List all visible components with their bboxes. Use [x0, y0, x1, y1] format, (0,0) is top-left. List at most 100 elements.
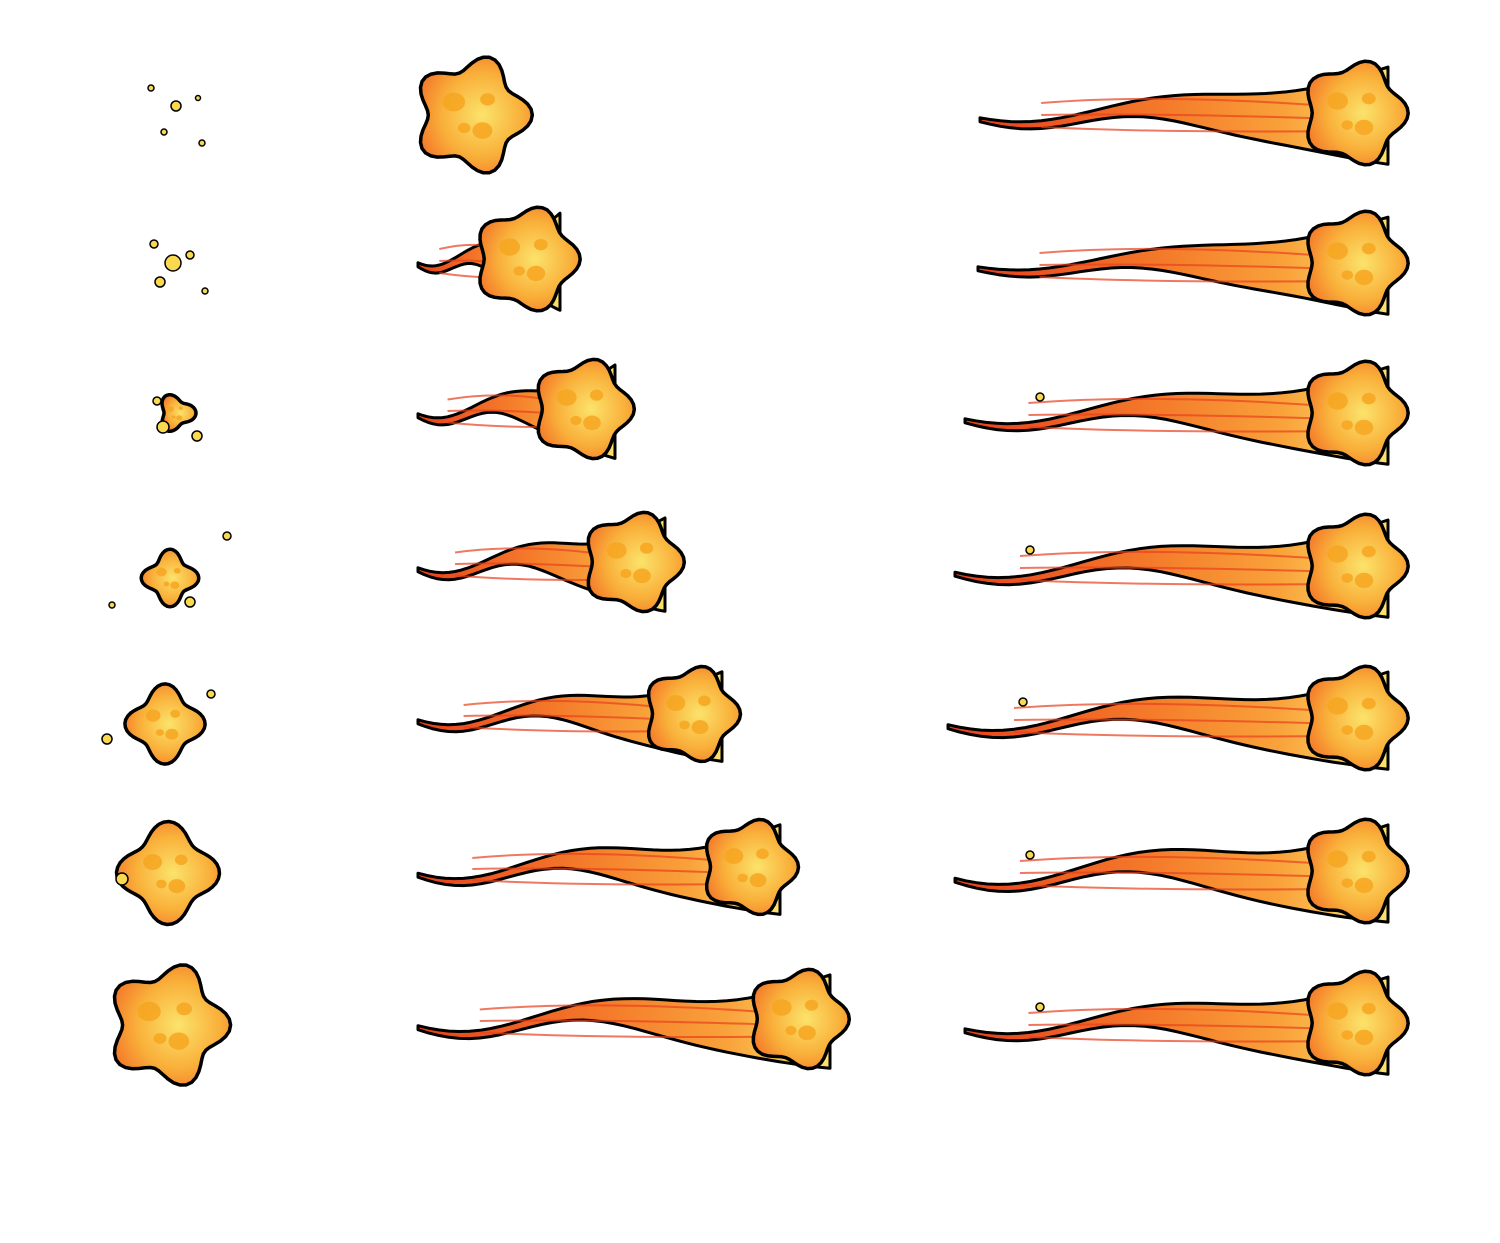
blob-spot — [457, 122, 471, 134]
flame-wisp — [472, 852, 737, 863]
frame-19 — [946, 664, 1410, 772]
frame-9 — [416, 205, 582, 313]
fire-blob — [114, 819, 222, 927]
frame-15 — [978, 59, 1410, 167]
blob-spot — [1361, 1002, 1376, 1015]
fire-blob — [112, 963, 233, 1087]
blob-spot — [513, 266, 525, 276]
blob-spot — [556, 389, 577, 406]
blob-spot — [1354, 724, 1374, 741]
blob-spot — [145, 709, 161, 722]
fire-blob — [123, 682, 207, 766]
spark — [184, 596, 196, 608]
blob-spot — [1341, 725, 1353, 735]
fire-blob — [1306, 209, 1410, 317]
flame-wisp — [479, 1019, 785, 1026]
fire-blob — [751, 967, 852, 1071]
blob-spot — [480, 93, 496, 106]
spark — [1025, 545, 1035, 555]
frame-7 — [112, 963, 233, 1087]
frame-12 — [416, 664, 743, 764]
blob-spot — [749, 873, 767, 888]
blob-spot — [155, 729, 164, 736]
spark — [147, 84, 155, 92]
fire-blob — [536, 357, 637, 461]
blob-spot — [1341, 120, 1353, 130]
flame-wisp — [1028, 1007, 1341, 1018]
fire-blob — [478, 205, 582, 313]
spark — [206, 689, 216, 699]
spark — [1018, 697, 1028, 707]
spark — [191, 430, 203, 442]
flame-wisp — [472, 867, 737, 874]
flame-wisp — [1039, 276, 1341, 283]
fire-blob — [139, 547, 201, 609]
blob-spot — [798, 1025, 816, 1041]
blob-spot — [1327, 92, 1348, 110]
spark — [108, 601, 116, 609]
blob-spot — [1341, 420, 1353, 430]
flame-wisp — [1013, 718, 1341, 725]
frame-3 — [152, 392, 203, 442]
spark — [152, 396, 162, 406]
spark — [201, 287, 209, 295]
blob-spot — [1327, 697, 1348, 715]
blob-spot — [639, 542, 654, 554]
flame-wisp — [1028, 413, 1341, 420]
flame-wisp — [1019, 855, 1341, 866]
blob-spot — [737, 873, 748, 883]
spark — [1025, 850, 1035, 860]
blob-spot — [143, 854, 163, 870]
frame-5 — [101, 682, 216, 766]
blob-spot — [174, 854, 188, 866]
frame-11 — [416, 510, 687, 614]
fire-blob — [418, 55, 535, 175]
blob-spot — [442, 92, 466, 112]
blob-spot — [1354, 877, 1374, 894]
spark — [115, 872, 129, 886]
flame-wisp — [1028, 426, 1341, 433]
blob-spot — [526, 265, 546, 282]
blob-spot — [570, 415, 582, 426]
frame-20 — [953, 817, 1410, 925]
blob-spot — [1361, 850, 1376, 863]
flame-wisp — [1028, 1023, 1341, 1030]
blob-spot — [606, 542, 627, 559]
flame-wisp — [1041, 113, 1341, 120]
blob-spot — [724, 848, 744, 864]
spark — [1035, 1002, 1045, 1012]
blob-spot — [1327, 242, 1348, 260]
blob-spot — [756, 848, 769, 860]
fire-blob — [160, 392, 198, 434]
blob-spot — [170, 709, 181, 718]
frame-16 — [976, 209, 1410, 317]
flame-wisp — [1028, 1036, 1341, 1043]
blob-spot — [1327, 1002, 1348, 1020]
blob-spot — [178, 406, 184, 411]
blob-spot — [156, 567, 167, 577]
frame-17 — [963, 359, 1410, 467]
blob-spot — [1341, 270, 1353, 280]
blob-spot — [771, 999, 792, 1016]
blob-spot — [785, 1025, 797, 1036]
blob-spot — [1341, 1030, 1353, 1040]
blob-spot — [168, 879, 186, 894]
fire-blob — [586, 510, 687, 614]
frame-4 — [108, 531, 232, 609]
fire-blob — [1306, 817, 1410, 925]
blob-spot — [804, 999, 819, 1011]
flame-wisp — [1019, 550, 1341, 561]
blob-spot — [1354, 572, 1374, 589]
blob-spot — [176, 1002, 192, 1016]
blob-spot — [698, 695, 711, 707]
spark — [160, 128, 168, 136]
fire-blob — [1306, 969, 1410, 1077]
blob-spot — [499, 238, 520, 256]
frame-6 — [114, 819, 222, 927]
blob-spot — [679, 720, 690, 730]
frame-13 — [416, 817, 801, 917]
flame-wisp — [479, 1004, 785, 1015]
blob-spot — [1327, 392, 1348, 410]
blob-spot — [533, 238, 548, 251]
